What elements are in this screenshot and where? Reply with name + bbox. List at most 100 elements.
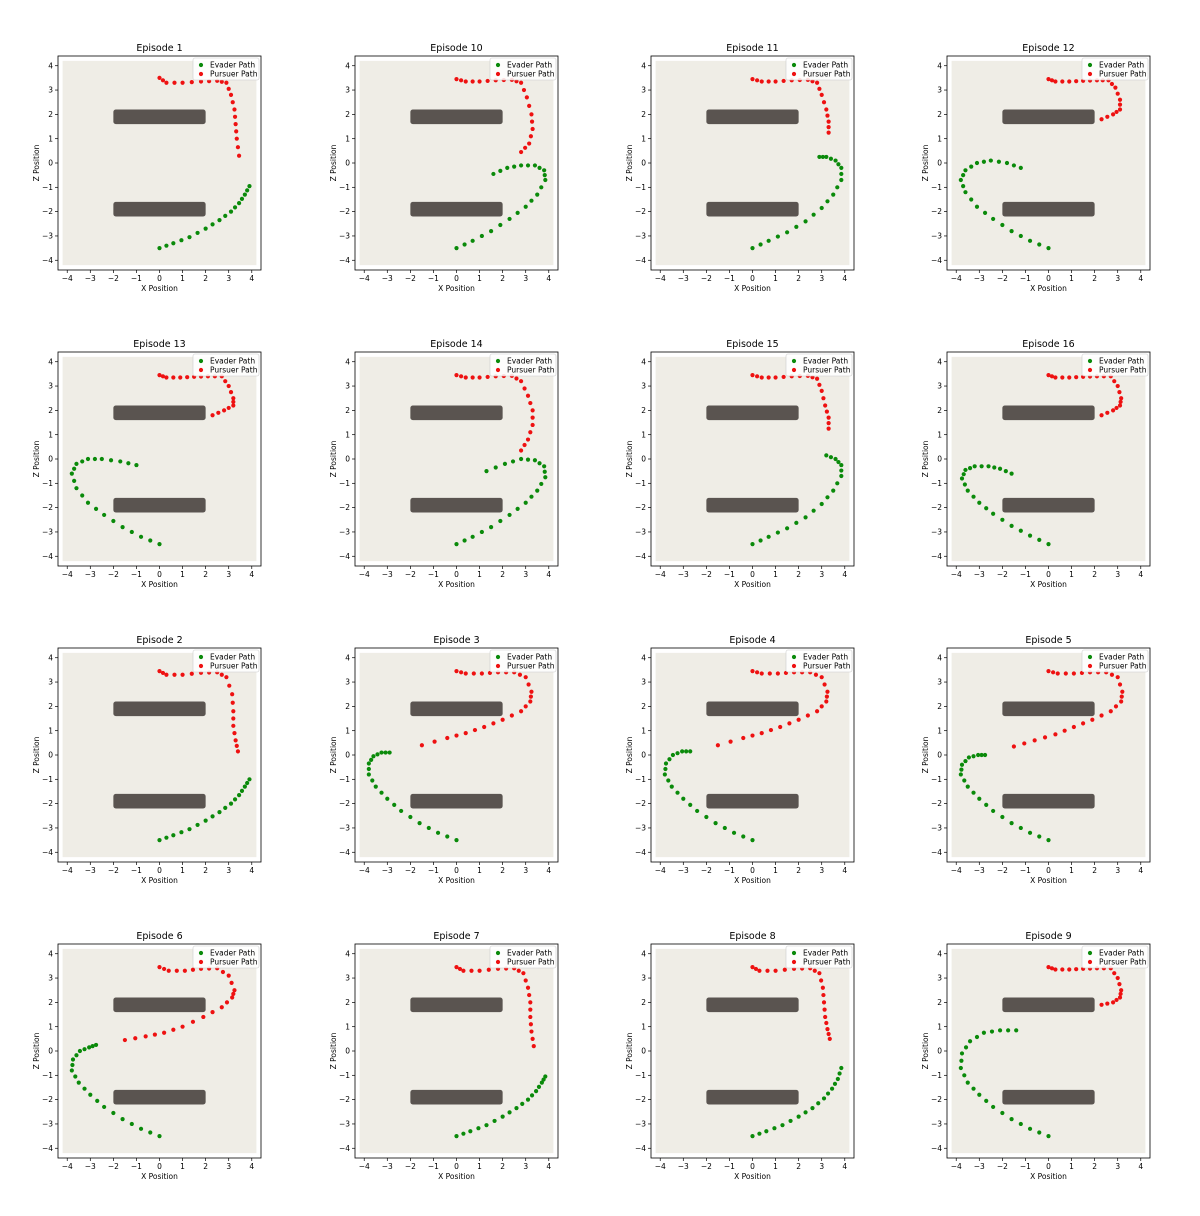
evader-point	[963, 467, 968, 473]
y-tick-label: 2	[937, 406, 942, 415]
pursuer-point	[826, 130, 831, 135]
y-tick-label: −1	[339, 183, 350, 192]
evader-point	[93, 1042, 99, 1048]
pursuer-point	[518, 709, 524, 714]
evader-point	[997, 1028, 1003, 1033]
x-axis-label: X Position	[141, 876, 178, 885]
x-tick-label: −1	[131, 274, 142, 283]
pursuer-point	[1046, 373, 1051, 378]
evader-point	[780, 1123, 785, 1128]
pursuer-point	[234, 743, 239, 748]
legend-pursuer-marker	[1087, 959, 1093, 965]
evader-point	[967, 466, 973, 471]
chart-title: Episode 2	[136, 635, 182, 646]
pursuer-point	[224, 675, 229, 680]
pursuer-point	[178, 375, 183, 380]
obstacle	[113, 1089, 206, 1105]
pursuer-point	[527, 992, 532, 998]
evader-point	[958, 1065, 963, 1071]
y-tick-label: 0	[937, 455, 942, 464]
x-tick-label: 1	[1069, 570, 1074, 579]
evader-point	[1000, 222, 1005, 228]
evader-point	[70, 1062, 75, 1068]
pursuer-point	[500, 717, 505, 722]
legend-box	[489, 353, 557, 377]
pursuer-point	[157, 373, 162, 378]
evader-point	[810, 1106, 815, 1111]
evader-point	[171, 241, 176, 246]
x-tick-label: −4	[359, 570, 370, 579]
evader-point	[498, 222, 503, 228]
pursuer-point	[1090, 717, 1095, 722]
chart-title: Episode 9	[1025, 931, 1071, 942]
legend-box	[192, 57, 260, 81]
evader-point	[87, 1045, 92, 1050]
y-tick-label: −3	[339, 824, 350, 833]
x-tick-label: 4	[249, 274, 254, 283]
evader-point	[967, 1039, 973, 1044]
pursuer-point	[463, 671, 468, 676]
x-tick-label: 0	[454, 1162, 459, 1171]
evader-point	[803, 219, 808, 224]
evader-point	[837, 1071, 842, 1076]
pursuer-point	[1067, 375, 1072, 380]
evader-point	[839, 473, 844, 479]
pursuer-point	[819, 388, 824, 394]
evader-point	[426, 825, 431, 831]
evader-point	[93, 506, 99, 511]
evader-point	[148, 1130, 153, 1135]
evader-point	[164, 243, 169, 248]
pursuer-point	[486, 967, 491, 972]
evader-point	[88, 1092, 93, 1097]
evader-point	[959, 1058, 964, 1063]
evader-point	[72, 478, 77, 483]
obstacle	[113, 405, 206, 421]
evader-point	[245, 780, 250, 786]
pursuer-point	[812, 968, 817, 973]
y-axis-label: Z Position	[921, 144, 930, 181]
pursuer-path-series	[1046, 77, 1123, 122]
x-tick-label: −2	[997, 1162, 1008, 1171]
evader-point	[741, 834, 746, 839]
pursuer-point	[164, 375, 169, 380]
pursuer-point	[827, 1036, 832, 1041]
arena-floor	[359, 948, 554, 1154]
pursuer-point	[527, 141, 532, 146]
pursuer-point	[1053, 967, 1058, 972]
pursuer-point	[1042, 735, 1048, 740]
evader-point	[217, 810, 222, 815]
evader-point	[129, 1121, 134, 1127]
pursuer-point	[1119, 694, 1124, 699]
y-tick-label: 0	[345, 1047, 350, 1056]
y-tick-label: 2	[48, 406, 53, 415]
pursuer-point	[485, 78, 490, 84]
pursuer-point	[529, 112, 534, 117]
x-tick-label: −1	[131, 866, 142, 875]
y-tick-label: 1	[641, 430, 646, 439]
evader-point	[247, 777, 252, 782]
pursuer-point	[525, 393, 531, 398]
evader-point	[539, 185, 544, 190]
pursuer-point	[759, 375, 764, 380]
evader-point	[85, 500, 91, 505]
evader-point	[523, 204, 528, 209]
evader-point	[984, 802, 989, 807]
evader-point	[92, 456, 98, 462]
pursuer-point	[530, 415, 535, 420]
pursuer-point	[1117, 995, 1123, 1000]
evader-point	[989, 1029, 995, 1034]
y-tick-label: −3	[931, 1120, 942, 1129]
x-tick-label: 1	[477, 570, 482, 579]
evader-path-series	[454, 456, 548, 547]
chart-title: Episode 7	[433, 931, 479, 942]
evader-path-series	[454, 163, 548, 251]
pursuer-point	[765, 968, 770, 973]
obstacle	[706, 997, 799, 1013]
pursuer-point	[485, 374, 490, 380]
pursuer-point	[190, 967, 196, 972]
x-tick-label: 3	[226, 1162, 231, 1171]
y-tick-label: 2	[641, 998, 646, 1007]
x-tick-label: −4	[951, 570, 962, 579]
pursuer-point	[182, 968, 187, 973]
